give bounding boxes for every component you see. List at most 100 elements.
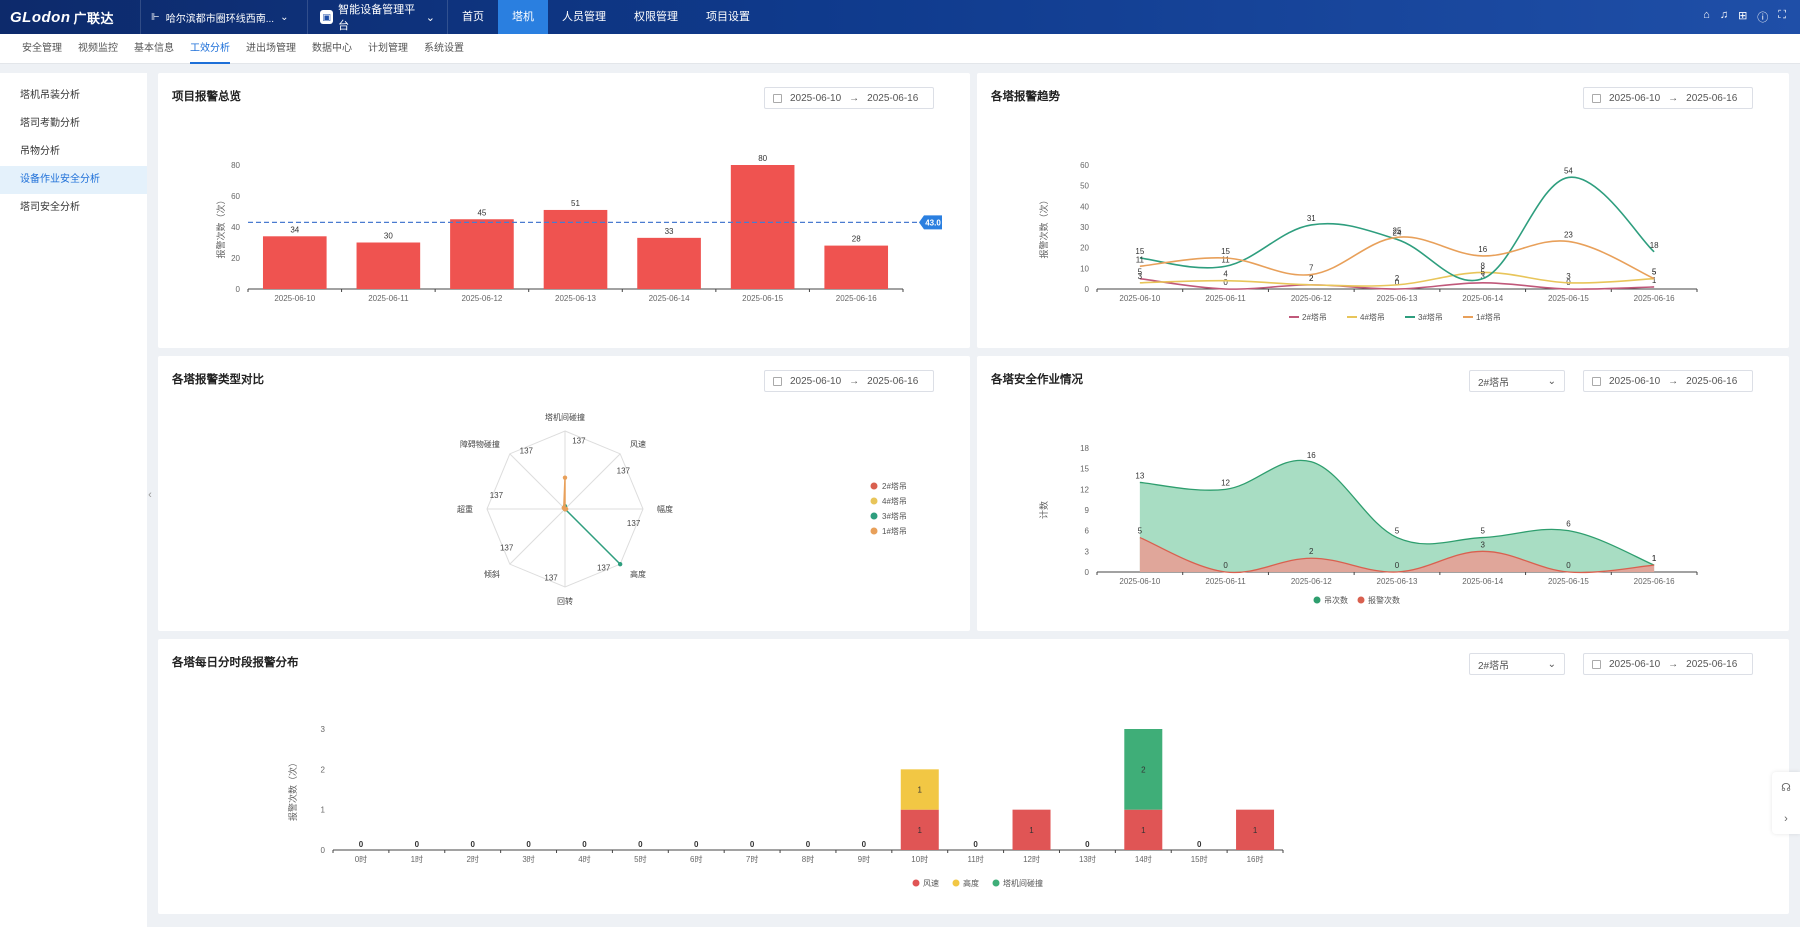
bar-value-label: 0 <box>638 840 643 849</box>
stacked-bar-segment <box>900 809 939 850</box>
point-label: 5 <box>1138 527 1143 536</box>
overview-chart: 0 20 40 60 80 2025-06-10 2025-06-11 2025-06-12 2… <box>215 154 942 303</box>
legend-label: 4#塔吊 <box>1360 312 1385 322</box>
y-tick-label: 20 <box>1080 244 1089 253</box>
radar-max-label: 137 <box>572 436 586 445</box>
legend-marker <box>1357 596 1365 604</box>
point-label: 6 <box>1566 520 1571 529</box>
main-nav: 首页 塔机 人员管理 权限管理 项目设置 <box>448 0 764 34</box>
point-label: 2 <box>1309 274 1314 283</box>
y-tick-label: 40 <box>231 223 240 232</box>
headset-icon[interactable]: ☊ <box>1781 782 1791 795</box>
date-range-picker[interactable]: 2025-06-10 → 2025-06-16 <box>764 87 934 109</box>
chevron-right-icon[interactable]: › <box>1784 812 1788 825</box>
bar-value-label: 33 <box>665 227 674 236</box>
x-tick-label: 2025-06-13 <box>555 294 596 303</box>
point-label: 2 <box>1395 274 1400 283</box>
legend-label: 风速 <box>923 879 939 888</box>
radar-indicator-label: 幅度 <box>657 504 673 514</box>
home-icon[interactable]: ⌂ <box>1703 9 1710 21</box>
bar-value-label: 0 <box>470 840 475 849</box>
legend-label: 3#塔吊 <box>1418 312 1443 322</box>
bar-value-label: 0 <box>582 840 587 849</box>
y-tick-label: 6 <box>1085 527 1090 536</box>
point-label: 15 <box>1221 247 1230 256</box>
sidebar-item-3[interactable]: 设备作业安全分析 <box>0 166 147 194</box>
date-start: 2025-06-10 <box>1609 375 1661 387</box>
y-tick-label: 40 <box>1080 202 1089 211</box>
collapse-sidebar-icon[interactable]: ‹ <box>148 489 152 501</box>
main-nav-item-3[interactable]: 权限管理 <box>634 11 678 23</box>
sidebar-item-1[interactable]: 塔司考勤分析 <box>20 118 80 129</box>
subnav-tab-2[interactable]: 基本信息 <box>134 42 174 54</box>
platform-selector[interactable]: ▣ 智能设备管理平台 ⌄ <box>308 0 448 34</box>
subnav-tab-0[interactable]: 安全管理 <box>22 42 62 54</box>
point-label: 5 <box>1395 527 1400 536</box>
date-range-picker[interactable]: 2025-06-10 → 2025-06-16 <box>1583 370 1753 392</box>
point-label: 0 <box>1223 278 1228 287</box>
sidebar-item-2[interactable]: 吊物分析 <box>20 146 60 157</box>
radar-max-label: 137 <box>500 544 514 553</box>
y-tick-label: 1 <box>321 806 326 815</box>
subnav-tab-3[interactable]: 工效分析 <box>190 34 230 64</box>
subnav-tab-6[interactable]: 计划管理 <box>368 42 408 54</box>
crane-select[interactable]: 2#塔吊 ⌄ <box>1469 370 1565 392</box>
crane-select[interactable]: 2#塔吊 ⌄ <box>1469 653 1565 675</box>
subnav-tab-5[interactable]: 数据中心 <box>312 42 352 54</box>
bell-icon[interactable]: ♫ <box>1719 9 1729 21</box>
point-label: 3 <box>1480 272 1485 281</box>
main-nav-item-4[interactable]: 项目设置 <box>706 11 750 23</box>
segment-value-label: 1 <box>1141 826 1146 835</box>
calendar-icon <box>773 376 782 386</box>
calendar-icon <box>1592 376 1601 386</box>
chevron-down-icon: ⌄ <box>425 11 435 24</box>
series-line <box>1139 277 1655 290</box>
radar-max-label: 137 <box>617 466 631 475</box>
main-nav-item-0[interactable]: 首页 <box>462 11 484 23</box>
main-nav-item-1[interactable]: 塔机 <box>498 0 548 34</box>
point-label: 11 <box>1221 255 1230 264</box>
bar-value-label: 0 <box>359 840 364 849</box>
subnav-tab-4[interactable]: 进出场管理 <box>246 42 296 54</box>
main-nav-item-2[interactable]: 人员管理 <box>562 11 606 23</box>
y-axis-label: 计数 <box>1038 501 1049 519</box>
info-icon[interactable]: ⓘ <box>1757 12 1769 24</box>
point-label: 24 <box>1393 228 1402 237</box>
sub-navigation: 安全管理 视频监控 基本信息 工效分析 进出场管理 数据中心 计划管理 系统设置 <box>0 34 1800 64</box>
sidebar-item-0[interactable]: 塔机吊装分析 <box>20 90 80 101</box>
x-tick-label: 10时 <box>911 854 928 864</box>
x-tick-label: 2025-06-14 <box>649 294 690 303</box>
sidebar-item-4[interactable]: 塔司安全分析 <box>20 202 80 213</box>
series-line <box>1139 176 1655 282</box>
radar-indicator-label: 高度 <box>630 569 646 579</box>
x-tick-label: 3时 <box>522 854 534 864</box>
legend-label: 高度 <box>963 878 979 888</box>
point-label: 11 <box>1136 255 1145 264</box>
point-label: 1 <box>1652 276 1657 285</box>
bar-value-label: 28 <box>852 235 861 244</box>
project-selector[interactable]: ⊩ 哈尔滨都市圈环线西南... ⌄ <box>140 0 308 34</box>
date-range-picker[interactable]: 2025-06-10 → 2025-06-16 <box>1583 653 1753 675</box>
fullscreen-icon[interactable]: ⛶ <box>1778 9 1786 21</box>
subnav-tab-7[interactable]: 系统设置 <box>424 42 464 54</box>
date-range-picker[interactable]: 2025-06-10 → 2025-06-16 <box>1583 87 1753 109</box>
bar-value-label: 30 <box>384 232 393 241</box>
x-tick-label: 2025-06-14 <box>1462 577 1503 586</box>
point-label: 0 <box>1566 561 1571 570</box>
x-tick-label: 0时 <box>355 854 367 864</box>
subnav-tab-1[interactable]: 视频监控 <box>78 42 118 54</box>
date-range-picker[interactable]: 2025-06-10 → 2025-06-16 <box>764 370 934 392</box>
x-tick-label: 1时 <box>411 854 423 864</box>
brand-logo[interactable]: GLodon 广联达 <box>0 0 140 34</box>
calendar-icon <box>1592 93 1601 103</box>
legend-marker <box>870 512 878 520</box>
apps-icon[interactable]: ⊞ <box>1738 10 1748 22</box>
x-tick-label: 2025-06-11 <box>1205 294 1246 303</box>
x-tick-label: 9时 <box>858 854 870 864</box>
date-start: 2025-06-10 <box>1609 658 1661 670</box>
point-label: 5 <box>1480 527 1485 536</box>
point-label: 0 <box>1223 561 1228 570</box>
y-tick-label: 80 <box>231 161 240 170</box>
card-alarm-trend: 各塔报警趋势 2025-06-10 → 2025-06-16 0 10 20 30 40… <box>977 73 1789 348</box>
